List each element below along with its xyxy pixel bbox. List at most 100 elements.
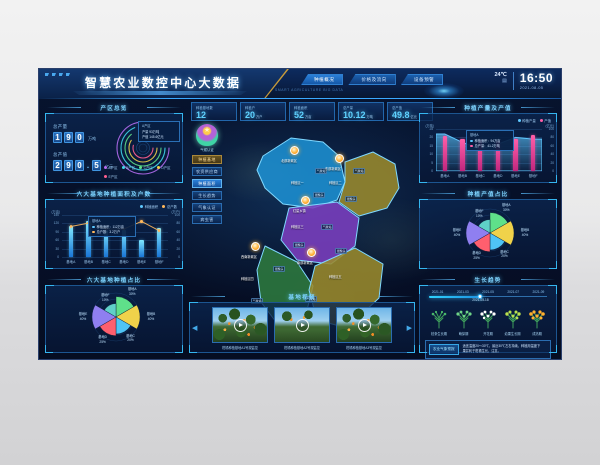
bar	[513, 138, 518, 171]
legend-item[interactable]: A产区	[104, 165, 118, 170]
growth-stage-1[interactable]: 枝条生长期	[427, 306, 451, 336]
map-chip-weather-station[interactable]: 气象站	[315, 168, 328, 174]
map-chip-weather-station[interactable]: 气象站	[353, 168, 366, 174]
stat-planting-area[interactable]: 种植面积 52万亩	[289, 102, 335, 121]
tab-price-flow[interactable]: 价格及流向	[348, 74, 396, 85]
map-menu-climate-cert[interactable]: 气象认证	[192, 203, 222, 212]
video-thumbnail[interactable]	[212, 307, 268, 343]
legend-item[interactable]: E产区	[104, 174, 118, 179]
x-category: 基地C	[101, 260, 111, 264]
data-point	[140, 220, 143, 223]
map-chip-weather-station[interactable]: 气象站	[321, 224, 334, 230]
stat-value: 49.8亿元	[392, 110, 417, 120]
stat-base-count[interactable]: 种植基地数 12	[191, 102, 237, 121]
legend-item[interactable]: 种植产量	[517, 118, 536, 123]
y-axis-label-left: (万吨)	[425, 124, 435, 128]
pie-label-name: 基地E	[78, 312, 88, 316]
stat-total-output[interactable]: 总产量 10.12万吨	[338, 102, 384, 121]
y-tick-left: 60	[55, 238, 59, 243]
map-chip-camera[interactable]: 摄像头	[335, 248, 348, 254]
weather-forecast-note: 农业气象预报 适宜温度20～30℃，最近30℃左右持续，种植用温度下 果并利于柑…	[425, 340, 551, 359]
clock-date: 2021-08-05	[519, 85, 544, 90]
stat-label: 种植户	[245, 106, 256, 110]
growth-timeline[interactable]: 2021-01 2021-03 2021-05 2021-07 2021-09 …	[425, 290, 551, 303]
gridline	[62, 215, 168, 216]
gridline	[62, 248, 168, 250]
pie-slice[interactable]	[477, 219, 491, 234]
map-pin-icon[interactable]	[290, 146, 299, 155]
board-reflection: 智慧农业数控中心大数据 SMART AGRICULTURE BIG DATA 种…	[38, 360, 562, 446]
map-menu-supplier[interactable]: 农资供应商	[192, 167, 222, 176]
legend-item[interactable]: 产值	[539, 118, 551, 123]
map-chip-camera[interactable]: 摄像头	[345, 196, 358, 202]
video-item-3[interactable]: 柑橘种植基地A3号观监控	[336, 307, 392, 350]
chevron-left-icon[interactable]: ◀	[192, 324, 198, 332]
stat-household[interactable]: 种植户 20万户	[240, 102, 286, 121]
video-thumbnail[interactable]	[336, 307, 392, 343]
map-menu-growth-trend[interactable]: 生长趋势	[192, 191, 222, 200]
growth-stage-4[interactable]: 幼果生长期	[501, 306, 525, 336]
forecast-tag[interactable]: 农业气象预报	[429, 344, 459, 355]
legend-item[interactable]: C产区	[139, 165, 153, 170]
pie-slice[interactable]	[489, 220, 515, 246]
map-stat-row: 种植基地数 12 种植户 20万户 种植面积 52万亩 总产量 10.12万吨 …	[189, 102, 435, 121]
growth-stage-label: 成熟期	[532, 332, 542, 336]
forecast-line: 果并利于柑橘生长，注意。	[462, 349, 501, 354]
panel-title-area-and-output: 种植产量及产值	[419, 102, 557, 113]
legend-item[interactable]: 种植面积	[140, 204, 158, 209]
map-chip-camera[interactable]: 摄像头	[273, 266, 286, 272]
map-pin-icon[interactable]	[251, 242, 260, 251]
play-icon[interactable]	[233, 318, 247, 332]
map-chip-camera[interactable]: 摄像头	[313, 192, 326, 198]
play-icon[interactable]	[295, 318, 309, 332]
y-tick-right: 40	[176, 238, 180, 243]
map-menu-pest[interactable]: 病虫害	[192, 215, 222, 224]
video-item-2[interactable]: 柑橘种植基地A2号观监控	[274, 307, 330, 350]
map-menu-planting-base[interactable]: 种植基地	[192, 155, 222, 164]
timeline-handle[interactable]	[477, 293, 483, 299]
video-item-1[interactable]: 柑橘种植基地A1号观监控	[212, 307, 268, 350]
growth-stage-5[interactable]: 成熟期	[525, 306, 549, 336]
pie-label: 基地A 30%	[121, 287, 143, 297]
pie-slice[interactable]	[465, 220, 491, 246]
map-pin-icon[interactable]	[335, 154, 344, 163]
map-menu-planting-area[interactable]: 种植面积	[192, 179, 222, 188]
map-region-label: 北部新城区	[281, 159, 297, 163]
stat-label: 种植面积	[294, 106, 308, 110]
y-tick-right: 0	[552, 169, 554, 173]
tab-planting-overview[interactable]: 种植概况	[301, 74, 344, 85]
y-tick-right: 60	[176, 229, 180, 234]
pie-slice[interactable]	[115, 304, 141, 330]
panel-title-output-overview: 产区总览	[45, 102, 183, 113]
growth-stage-list: 枝条生长期 萌芽期	[425, 306, 551, 336]
pie-label-value: 30%	[503, 208, 510, 213]
legend-item[interactable]: B产区	[121, 165, 135, 170]
legend-item[interactable]: 总户数	[162, 204, 177, 209]
chevron-right-icon[interactable]: ▶	[406, 324, 412, 332]
video-thumbnail[interactable]	[274, 307, 330, 343]
header-clock-block: 24℃ ▤ 16:50 2021-08-05	[495, 72, 554, 90]
app-header: 智慧农业数控中心大数据 SMART AGRICULTURE BIG DATA 种…	[39, 69, 561, 99]
pie-label-name: 基地C	[500, 249, 509, 254]
pie-label-name: 基地A	[127, 287, 137, 292]
y-tick-right: 20	[550, 160, 554, 165]
pie-slice[interactable]	[103, 303, 117, 318]
growth-stage-3[interactable]: 开花期	[476, 306, 500, 336]
y-axis-label-right: (万户)	[171, 210, 181, 214]
digit: 9	[64, 132, 73, 143]
timeline-tick: 2021-07	[507, 290, 520, 294]
pie-label-name: 基地B	[146, 312, 156, 316]
y-tick-left: 15	[429, 143, 433, 148]
pie-label-name: 基地E	[452, 228, 462, 232]
stat-label: 总产量	[343, 106, 354, 110]
growth-stage-2[interactable]: 萌芽期	[452, 306, 476, 336]
header-tabs: 种植概况 价格及流向 设备预警	[301, 74, 444, 85]
pie-label-value: 10%	[476, 214, 483, 219]
legend-item[interactable]: D产区	[156, 165, 171, 170]
map-pin-icon[interactable]	[307, 248, 316, 257]
pie-slice[interactable]	[91, 304, 117, 330]
pie-label-value: 40%	[521, 232, 529, 237]
map-chip-camera[interactable]: 摄像头	[293, 242, 306, 248]
map-pin-icon[interactable]	[301, 196, 310, 205]
play-icon[interactable]	[357, 318, 371, 332]
